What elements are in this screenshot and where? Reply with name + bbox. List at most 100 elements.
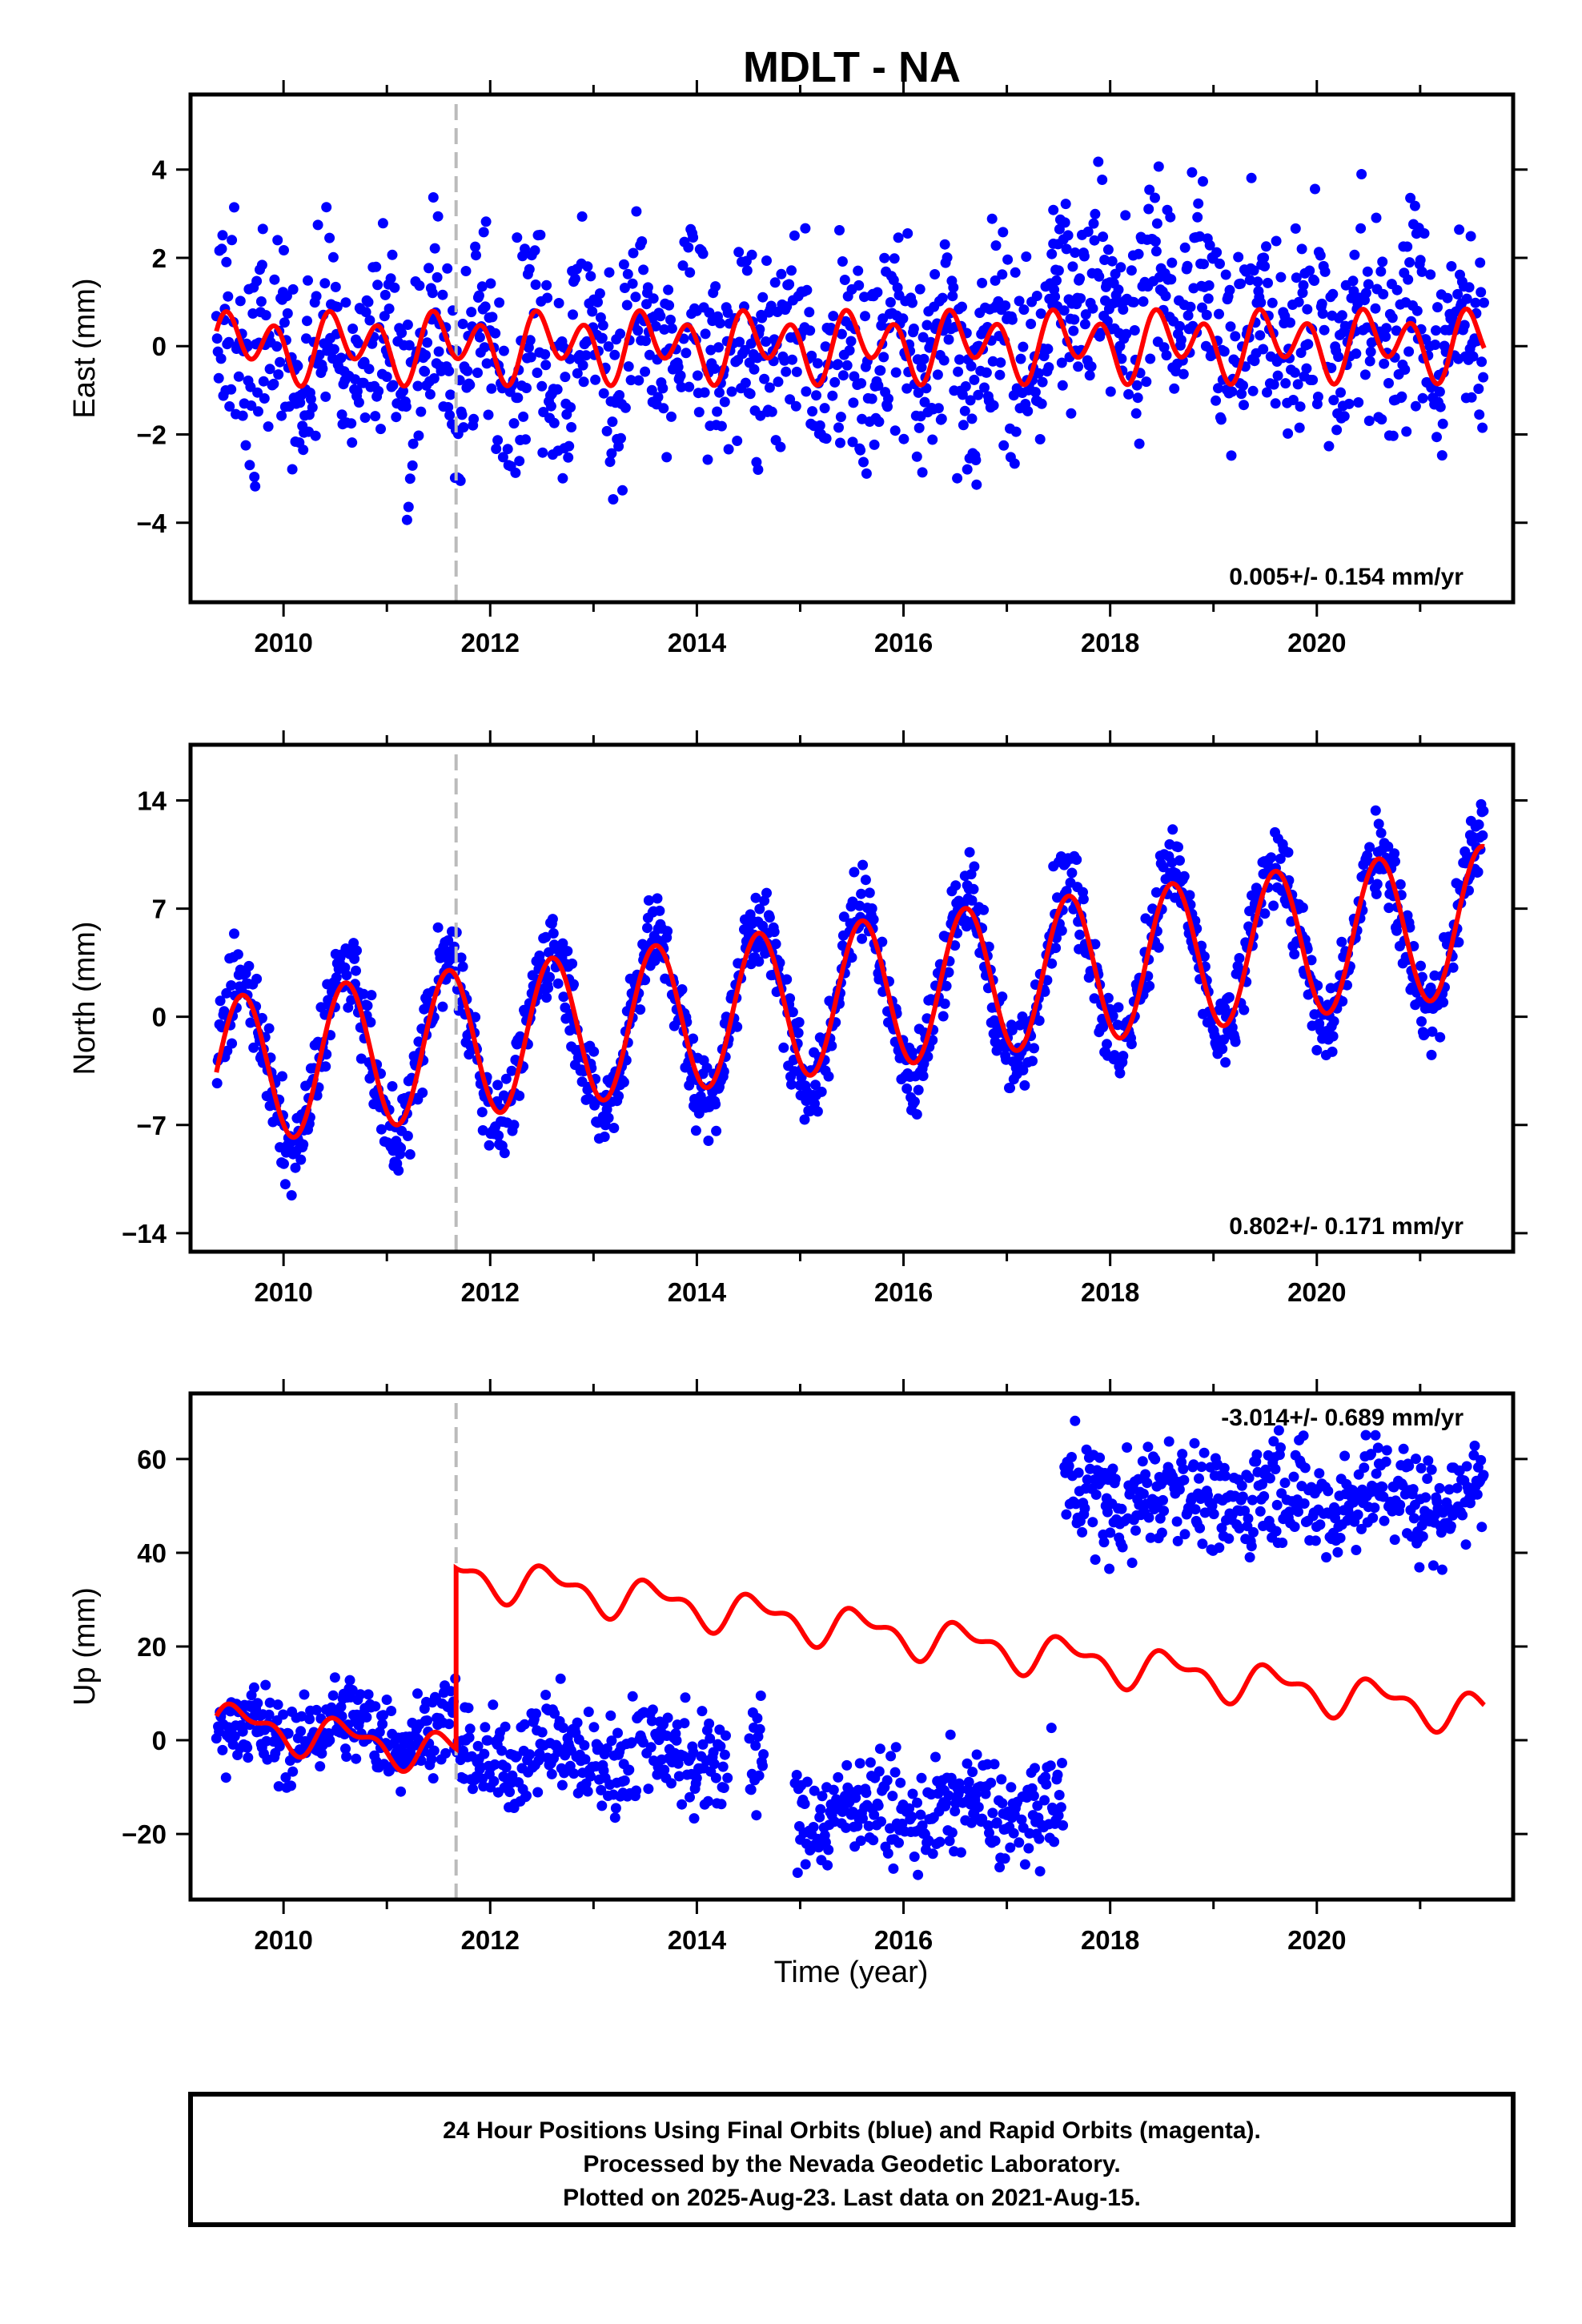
data-point <box>370 1701 381 1712</box>
data-point <box>479 1748 490 1759</box>
data-point <box>1445 1521 1456 1532</box>
data-point <box>1332 1546 1343 1558</box>
data-point <box>1380 1456 1391 1467</box>
data-point <box>638 264 649 275</box>
data-point <box>746 249 757 260</box>
data-point <box>652 392 664 403</box>
y-tick-label: 7 <box>152 895 167 924</box>
data-point <box>770 939 781 950</box>
data-point <box>759 373 770 384</box>
data-point <box>1057 380 1068 391</box>
data-point <box>1090 1554 1101 1565</box>
data-point <box>1113 1002 1124 1013</box>
data-point <box>363 1689 374 1700</box>
data-point <box>734 336 745 348</box>
x-tick-label: 2018 <box>1081 1277 1139 1307</box>
data-point <box>618 259 629 270</box>
data-point <box>1060 199 1071 210</box>
data-point <box>578 376 589 388</box>
data-point <box>643 1783 654 1795</box>
data-point <box>1006 1782 1017 1793</box>
data-point <box>1348 286 1359 297</box>
data-point <box>1068 325 1079 336</box>
data-point <box>957 389 968 400</box>
data-point <box>1118 1051 1129 1062</box>
data-point <box>1273 1425 1284 1436</box>
data-point <box>344 1675 355 1686</box>
data-point <box>962 464 973 475</box>
data-point <box>489 1759 500 1770</box>
data-point <box>1468 351 1479 362</box>
data-point <box>240 440 251 451</box>
data-point <box>521 383 532 393</box>
data-point <box>1438 997 1449 1008</box>
data-point <box>1104 1563 1115 1574</box>
data-point <box>1261 241 1271 252</box>
data-point <box>375 1124 387 1135</box>
data-point <box>1287 395 1299 405</box>
data-point <box>927 1848 938 1860</box>
data-point <box>996 1774 1007 1785</box>
data-point <box>458 422 469 433</box>
data-point <box>962 1758 973 1769</box>
east-model-curve <box>214 306 1487 389</box>
data-point <box>470 1011 481 1023</box>
data-point <box>1425 982 1436 993</box>
data-point <box>246 400 257 411</box>
data-point <box>1105 386 1116 397</box>
data-point <box>718 1066 729 1077</box>
data-point <box>944 1835 955 1847</box>
data-point <box>1319 324 1330 336</box>
data-point <box>372 279 383 291</box>
data-point <box>877 936 888 947</box>
data-point <box>547 914 558 925</box>
data-point <box>432 922 444 933</box>
data-point <box>816 1086 827 1097</box>
data-point <box>1465 231 1476 242</box>
data-point <box>914 283 926 295</box>
data-point <box>1268 379 1279 390</box>
data-point <box>773 376 784 388</box>
y-tick-label: 0 <box>152 1726 167 1755</box>
data-point <box>954 354 965 365</box>
data-point <box>286 1780 296 1791</box>
data-point <box>757 920 769 931</box>
data-point <box>757 312 768 324</box>
data-point <box>1090 939 1101 950</box>
data-point <box>282 308 293 319</box>
data-point <box>1403 346 1415 357</box>
footer-box: 24 Hour Positions Using Final Orbits (bl… <box>188 2092 1516 2227</box>
data-point <box>619 283 630 293</box>
data-point <box>287 1766 299 1777</box>
data-point <box>1153 161 1164 172</box>
data-point <box>1246 172 1257 183</box>
data-point <box>918 353 930 364</box>
data-point <box>603 1112 614 1124</box>
data-point <box>1323 1486 1334 1497</box>
data-point <box>481 358 492 369</box>
data-point <box>286 1190 297 1201</box>
data-point <box>377 1719 388 1730</box>
y-tick-label: −7 <box>136 1111 167 1140</box>
data-point <box>1133 248 1144 259</box>
data-point <box>391 412 402 423</box>
data-point <box>237 410 248 421</box>
data-point <box>1034 1866 1046 1877</box>
data-point <box>801 386 812 397</box>
data-point <box>534 1748 545 1759</box>
data-point <box>393 1165 404 1176</box>
data-point <box>1277 1538 1288 1548</box>
data-point <box>1102 1039 1112 1050</box>
data-point <box>1478 806 1489 817</box>
data-point <box>301 333 311 344</box>
data-point <box>398 385 408 396</box>
data-point <box>303 275 313 286</box>
data-point <box>1290 223 1301 234</box>
data-point <box>835 412 846 423</box>
data-point <box>273 1781 284 1792</box>
y-tick-label: 14 <box>137 786 167 815</box>
data-point <box>1214 1542 1225 1554</box>
data-point <box>598 388 609 399</box>
data-point <box>568 1768 580 1779</box>
data-point <box>1391 284 1403 296</box>
